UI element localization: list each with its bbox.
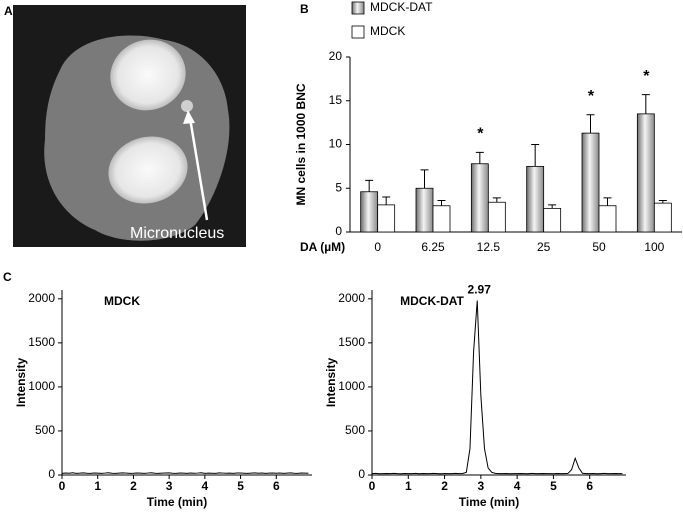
x-tick-label: 0 — [369, 479, 376, 493]
y-tick-label: 5 — [335, 180, 342, 194]
bar — [377, 204, 396, 233]
x-tick-label: 4 — [202, 479, 209, 493]
image-annotation: Micronucleus — [130, 225, 224, 242]
chart-title: MDCK — [104, 294, 140, 308]
bar — [432, 205, 451, 233]
x-tick-label: 5 — [237, 479, 244, 493]
x-tick-label: 6 — [273, 479, 280, 493]
x-tick-label: 0 — [59, 479, 66, 493]
y-tick-label: 20 — [329, 49, 343, 63]
legend-swatch — [351, 1, 365, 15]
y-axis-label: Intensity — [324, 358, 338, 408]
bar — [653, 202, 672, 233]
y-tick-label: 10 — [329, 137, 343, 151]
bar — [543, 207, 562, 233]
bar — [487, 201, 506, 233]
x-tick-label: 6 — [586, 479, 593, 493]
bar — [415, 187, 434, 233]
micrograph: Micronucleus — [13, 5, 246, 247]
panel-label: A — [4, 4, 13, 18]
bar — [581, 132, 600, 233]
chart-title: MDCK-DAT — [400, 294, 464, 308]
annotation: 2.97 — [468, 283, 492, 297]
y-tick-label: 500 — [345, 423, 365, 437]
error-bar — [658, 200, 667, 204]
error-bar — [603, 197, 612, 206]
x-tick-label: 6.25 — [421, 240, 445, 254]
x-axis-label: Time (min) — [147, 495, 207, 509]
bar — [636, 113, 655, 233]
y-tick-label: 0 — [358, 467, 365, 481]
bar — [360, 191, 379, 233]
x-tick-label: 1 — [405, 479, 412, 493]
y-tick-label: 500 — [35, 423, 55, 437]
x-tick-label: 100 — [644, 240, 664, 254]
error-bar — [492, 197, 501, 203]
y-tick-label: 0 — [48, 467, 55, 481]
x-tick-label: 25 — [537, 240, 551, 254]
panel-label: B — [300, 2, 309, 16]
legend-label: MDCK — [370, 24, 405, 38]
annotation: * — [643, 68, 650, 85]
x-tick-label: 4 — [514, 479, 521, 493]
x-tick-label: 3 — [478, 479, 485, 493]
error-bar — [548, 204, 557, 209]
x-tick-label: 1 — [94, 479, 101, 493]
bar — [598, 205, 617, 233]
y-tick-label: 1000 — [28, 379, 55, 393]
y-tick-label: 15 — [329, 93, 343, 107]
error-bar — [382, 196, 391, 205]
y-tick-label: 1500 — [28, 335, 55, 349]
x-tick-label: 2 — [441, 479, 448, 493]
line — [61, 472, 309, 474]
legend-label: MDCK-DAT — [370, 0, 433, 14]
y-tick-label: 2000 — [338, 291, 365, 305]
x-tick-label: 2 — [130, 479, 137, 493]
error-bar — [641, 94, 650, 114]
bar — [470, 163, 489, 233]
y-axis-label: Intensity — [14, 358, 28, 408]
x-tick-label: 50 — [592, 240, 606, 254]
legend-swatch — [351, 25, 365, 39]
y-tick-label: 2000 — [28, 291, 55, 305]
y-tick-label: 1500 — [338, 335, 365, 349]
y-axis-label: MN cells in 1000 BNC — [294, 83, 308, 205]
x-tick-label: 5 — [550, 479, 557, 493]
x-tick-label: 3 — [166, 479, 173, 493]
annotation: * — [588, 88, 595, 105]
x-axis-label: Time (min) — [459, 495, 519, 509]
error-bar — [586, 114, 595, 134]
error-bar — [437, 200, 446, 206]
y-tick-label: 1000 — [338, 379, 365, 393]
x-tick-label: 12.5 — [477, 240, 501, 254]
panel-label: C — [3, 270, 12, 284]
error-bar — [531, 144, 540, 167]
annotation: * — [477, 126, 484, 143]
y-tick-label: 0 — [335, 224, 342, 238]
error-bar — [420, 169, 429, 189]
x-axis-label: DA (µM) — [300, 240, 345, 254]
error-bar — [475, 151, 484, 164]
error-bar — [365, 179, 374, 192]
bar — [526, 165, 545, 233]
x-tick-label: 0 — [374, 240, 381, 254]
line — [371, 300, 623, 475]
